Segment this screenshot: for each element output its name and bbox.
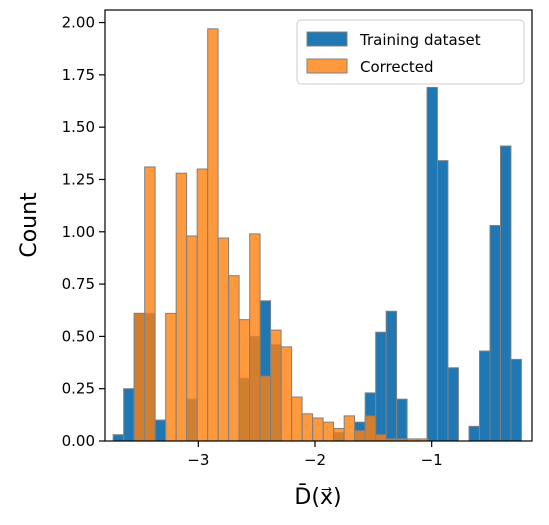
corrected-bar	[207, 28, 219, 442]
training-bar	[468, 425, 480, 442]
corrected-bar	[144, 166, 156, 442]
y-tick-label: 0.50	[62, 327, 95, 345]
training-bar	[426, 86, 438, 442]
training-bar	[437, 160, 449, 442]
training-bar	[123, 388, 135, 442]
corrected-bars	[133, 28, 429, 442]
corrected-bar	[270, 329, 282, 442]
training-bar	[510, 358, 522, 442]
legend-label-corrected: Corrected	[360, 58, 434, 76]
corrected-bar	[238, 319, 251, 442]
y-tick-label: 1.50	[62, 118, 95, 136]
training-bar	[479, 350, 491, 442]
y-tick-label: 1.25	[62, 170, 95, 188]
x-axis-label: D̄(x⃗)	[294, 484, 341, 510]
legend-swatch-training	[306, 31, 348, 47]
training-bar	[500, 145, 512, 442]
corrected-bar	[259, 375, 272, 442]
corrected-bar	[333, 427, 345, 442]
training-bar	[112, 434, 125, 442]
legend-box	[296, 19, 525, 85]
corrected-bar	[186, 235, 198, 442]
training-bar	[385, 310, 398, 442]
training-bar	[396, 398, 408, 442]
training-bar	[489, 225, 501, 442]
corrected-bar	[249, 233, 261, 442]
corrected-bar	[364, 415, 377, 442]
y-axis-label: Count	[17, 192, 42, 258]
training-bar	[154, 419, 167, 442]
legend-swatch-corrected	[306, 58, 348, 74]
corrected-bar	[165, 312, 177, 442]
y-tick-label: 0.25	[62, 380, 95, 398]
y-tick-label: 0.75	[62, 275, 95, 293]
y-tick-label: 2.00	[62, 14, 95, 32]
corrected-bar	[322, 421, 335, 442]
legend: Training dataset Corrected	[296, 19, 525, 85]
x-tick-label: −2	[304, 451, 326, 469]
plot-frame	[104, 9, 533, 442]
x-tick-label: −3	[187, 451, 209, 469]
training-bar	[447, 367, 459, 442]
legend-label-training: Training dataset	[359, 31, 481, 49]
corrected-bar	[343, 415, 356, 442]
corrected-bar	[291, 396, 303, 442]
x-tick-label: −1	[421, 451, 443, 469]
corrected-bar	[375, 434, 387, 442]
corrected-bar	[301, 413, 314, 442]
corrected-bar	[312, 417, 324, 442]
y-tick-label: 0.00	[62, 432, 95, 450]
corrected-bar	[228, 275, 240, 442]
corrected-bar	[217, 237, 230, 442]
corrected-bar	[175, 172, 188, 442]
y-tick-label: 1.75	[62, 66, 95, 84]
corrected-bar	[354, 430, 366, 442]
corrected-bar	[196, 168, 209, 442]
y-tick-label: 1.00	[62, 223, 95, 241]
corrected-bar	[133, 312, 146, 442]
x-axis-ticks: −3 −2 −1	[187, 441, 443, 469]
training-bar	[375, 331, 387, 442]
corrected-bar	[280, 346, 293, 442]
y-axis-ticks: 0.00 0.25 0.50 0.75 1.00 1.25 1.50 1.75 2.00	[62, 14, 105, 450]
